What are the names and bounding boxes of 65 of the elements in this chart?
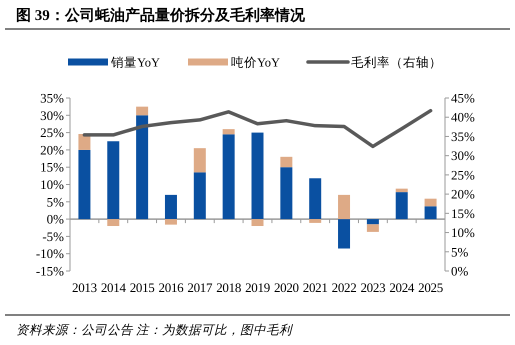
bar <box>280 156 292 168</box>
y-tick-label: 35% <box>40 90 64 106</box>
bar <box>222 129 235 134</box>
x-tick-label: 2016 <box>158 280 184 295</box>
bar <box>194 148 206 172</box>
bar <box>309 219 322 223</box>
bar <box>338 194 350 220</box>
bar <box>396 188 408 192</box>
x-tick-label: 2021 <box>302 280 328 295</box>
y-tick-label: -10% <box>36 246 64 262</box>
y2-tick-label: 5% <box>451 244 468 260</box>
legend-label: 毛利率（右轴） <box>351 54 442 70</box>
bar <box>136 115 148 220</box>
bar <box>396 192 408 220</box>
x-tick-label: 2023 <box>360 280 386 295</box>
y2-tick-label: 15% <box>451 206 475 221</box>
y-tick-label: 25% <box>40 125 64 140</box>
bar <box>222 134 235 220</box>
bar <box>424 206 437 220</box>
y2-tick-label: 45% <box>451 90 475 106</box>
x-tick-label: 2025 <box>418 280 443 295</box>
legend-label: 销量YoY <box>110 56 160 70</box>
y2-tick-label: 10% <box>451 225 475 240</box>
y-tick-label: 5% <box>46 194 64 210</box>
line-series <box>82 108 432 148</box>
x-tick-label: 2017 <box>187 280 213 295</box>
text: 资料来源：公司公告 注：为数据可比，图中毛利 <box>16 323 294 337</box>
x-tick-label: 2015 <box>130 280 155 295</box>
x-tick-label: 2024 <box>389 280 415 295</box>
bar <box>136 106 148 116</box>
bar <box>280 167 292 220</box>
y-tick-label: -15% <box>36 264 64 278</box>
chart-title: 图 39：公司蚝油产品量价拆分及毛利率情况 <box>16 6 306 24</box>
x-tick-label: 2022 <box>332 280 356 295</box>
y-tick-label: 15% <box>40 160 64 175</box>
y-tick-label: -5% <box>42 228 64 244</box>
bar <box>194 172 206 220</box>
x-tick-label: 2013 <box>72 280 97 295</box>
y2-tick-label: 35% <box>451 128 475 144</box>
y-tick-label: 20% <box>40 142 64 158</box>
bar <box>424 198 437 206</box>
y2-tick-label: 20% <box>451 186 475 202</box>
x-tick-label: 2020 <box>274 280 299 295</box>
bar <box>252 132 264 220</box>
y-tick-label: 30% <box>40 108 64 123</box>
bar <box>338 219 350 249</box>
y2-tick-label: 30% <box>451 148 475 164</box>
y2-tick-label: 40% <box>451 110 475 125</box>
bar <box>366 224 379 232</box>
y-tick-label: 0% <box>46 212 64 227</box>
bar <box>366 219 379 224</box>
y-tick-label: 10% <box>40 177 64 192</box>
x-tick-label: 2019 <box>245 280 270 295</box>
bar <box>309 178 322 220</box>
y2-tick-label: 25% <box>451 167 475 182</box>
bar <box>252 219 264 226</box>
x-tick-label: 2018 <box>216 280 242 295</box>
bar <box>164 194 177 220</box>
bar <box>107 141 120 220</box>
legend-label: 吨价YoY <box>231 56 280 70</box>
bar <box>164 219 177 225</box>
bar <box>78 150 90 220</box>
y2-tick-label: 0% <box>451 264 468 278</box>
bar <box>107 219 120 226</box>
x-tick-label: 2014 <box>100 280 126 295</box>
